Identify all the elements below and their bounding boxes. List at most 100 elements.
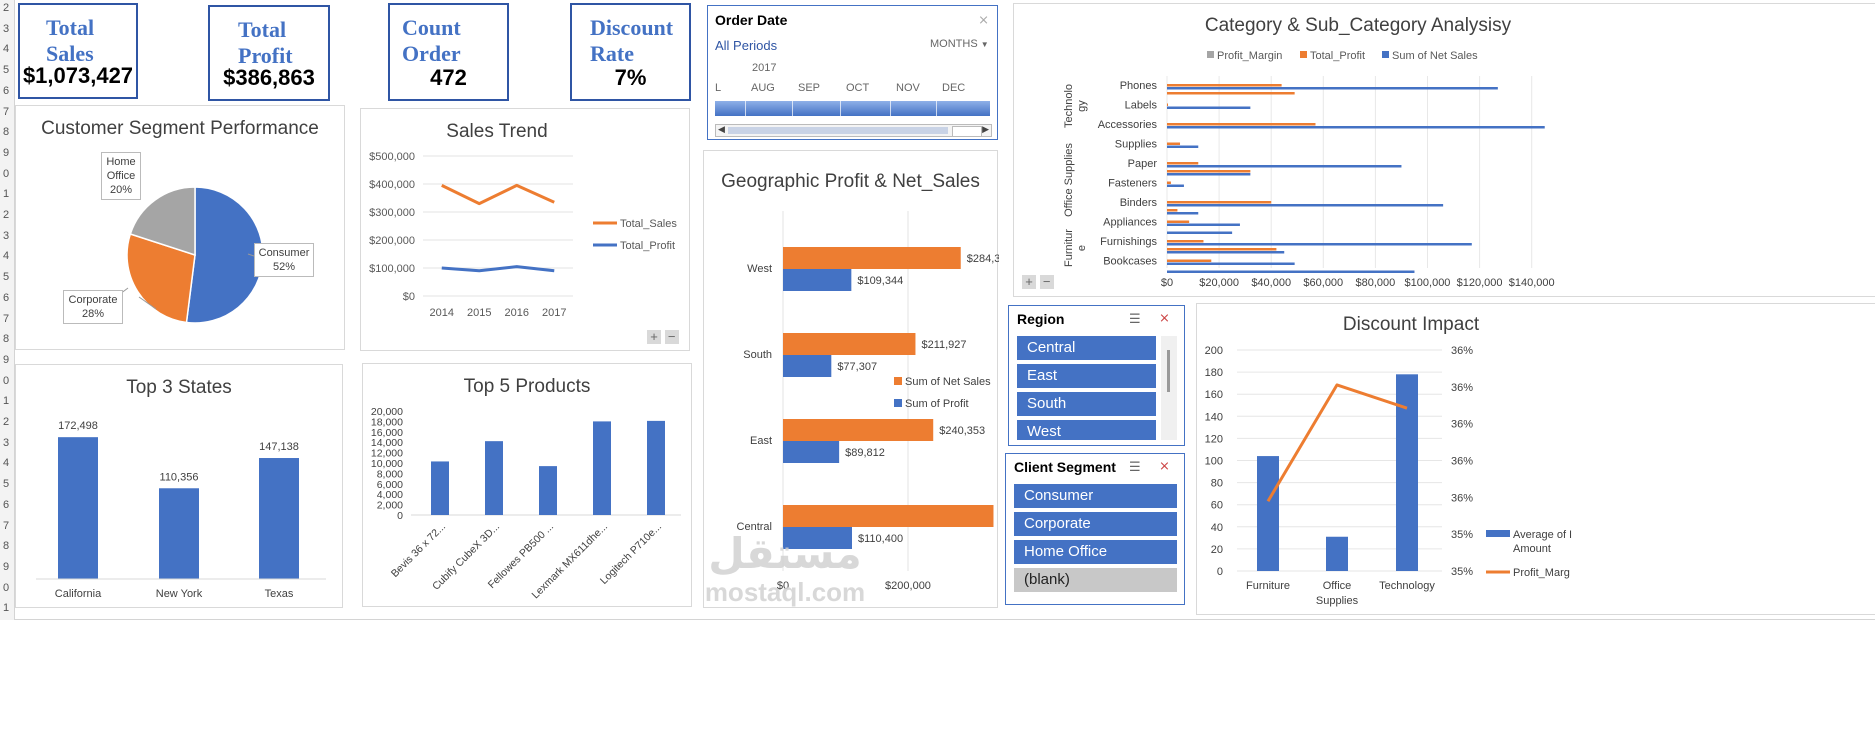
bar-total-profit[interactable] [1167,220,1190,224]
row-number[interactable]: 5 [2,478,10,491]
bar-net-sales[interactable] [1167,106,1251,110]
geo-bar-central[interactable] [783,527,852,549]
zoom-controls[interactable]: + − [1022,274,1054,289]
timeline-month[interactable]: SEP [798,82,821,94]
row-number[interactable]: 0 [2,581,10,594]
region-slicer[interactable]: Region ☰ ⨯ Central East South West [1008,305,1185,446]
slicer-scrollbar[interactable] [1161,336,1177,440]
bar-total-profit[interactable] [1167,240,1204,243]
scroll-right-icon[interactable]: ▶ [982,124,989,134]
timeline-month[interactable]: OCT [846,82,870,94]
row-number[interactable]: 6 [2,498,10,511]
scroll-thumb-end[interactable] [952,126,982,137]
row-number[interactable]: 2 [2,416,10,428]
bar-net-sales[interactable] [1167,212,1199,215]
row-number[interactable]: 1 [2,395,10,408]
product-bar[interactable] [647,420,665,515]
geo-bar-east[interactable] [783,441,840,463]
bar-net-sales[interactable] [1167,184,1184,188]
bar-california[interactable] [58,437,98,579]
row-number[interactable]: 9 [2,146,10,159]
row-number[interactable]: 7 [2,519,10,532]
bar-net-sales[interactable] [1167,87,1498,90]
multi-select-icon[interactable]: ☰ [1129,459,1141,474]
discount-bar[interactable] [1326,536,1348,571]
row-number[interactable]: 0 [2,167,10,180]
region-button-east[interactable]: East [1017,364,1156,388]
row-number[interactable]: 5 [2,64,10,77]
bar-total-profit[interactable] [1167,248,1277,251]
discount-bar[interactable] [1396,374,1418,571]
profit-margin-line[interactable] [1266,383,1408,502]
order-date-slicer[interactable]: Order Date ⨯ All Periods MONTHS ▼ 2017 L… [707,5,998,140]
row-number[interactable]: 7 [2,312,10,325]
series-line-total_sales[interactable] [441,183,555,206]
bar-total-profit[interactable] [1167,123,1316,126]
plus-icon[interactable]: + [1022,275,1036,289]
row-number[interactable]: 8 [2,333,10,346]
pie-slice-home-office[interactable] [129,186,196,257]
bar-net-sales[interactable] [1167,204,1444,207]
row-number[interactable]: 2 [2,209,10,221]
geo-bar-south[interactable] [783,333,916,355]
row-number[interactable]: 8 [2,540,10,553]
minus-icon[interactable]: − [664,330,679,344]
bar-net-sales[interactable] [1167,251,1285,254]
plus-icon[interactable]: + [647,330,661,344]
region-button-west[interactable]: West [1017,420,1156,440]
bar-net-sales[interactable] [1167,243,1472,246]
row-number[interactable]: 8 [2,126,10,139]
segment-button-home-office[interactable]: Home Office [1014,540,1177,564]
bar-total-profit[interactable] [1167,259,1212,263]
region-button-central[interactable]: Central [1017,336,1156,360]
geo-bar-central[interactable] [783,505,994,527]
row-number[interactable]: 2 [2,2,10,14]
bar-net-sales[interactable] [1167,231,1233,235]
product-bar[interactable] [593,421,611,515]
segment-button-corporate[interactable]: Corporate [1014,512,1177,536]
bar-texas[interactable] [259,458,299,579]
bar-total-profit[interactable] [1167,162,1199,165]
bar-new-york[interactable] [159,488,199,579]
row-number[interactable]: 1 [2,188,10,201]
bar-total-profit[interactable] [1167,201,1272,204]
row-number[interactable]: 3 [2,22,10,35]
clear-filter-icon[interactable]: ⨯ [978,12,989,27]
product-bar[interactable] [431,461,449,515]
row-number[interactable]: 4 [2,250,10,263]
bar-total-profit[interactable] [1167,92,1295,95]
geo-bar-east[interactable] [783,419,934,441]
row-number[interactable]: 6 [2,291,10,304]
bar-total-profit[interactable] [1167,209,1178,212]
row-number[interactable]: 9 [2,560,10,573]
bar-total-profit[interactable] [1167,142,1181,146]
timeline-month[interactable]: DEC [942,82,966,94]
geo-bar-west[interactable] [783,269,852,291]
scroll-thumb[interactable] [1167,350,1170,392]
bar-net-sales[interactable] [1167,126,1545,129]
bar-total-profit[interactable] [1167,103,1168,107]
timeline-bar[interactable] [715,101,990,116]
row-number[interactable]: 6 [2,84,10,97]
scroll-left-icon[interactable]: ◀ [718,124,725,134]
series-line-total_profit[interactable] [441,265,555,273]
multi-select-icon[interactable]: ☰ [1129,311,1141,326]
row-number[interactable]: 3 [2,436,10,449]
clear-filter-icon[interactable]: ⨯ [1159,310,1170,325]
bar-net-sales[interactable] [1167,223,1240,227]
row-number[interactable]: 3 [2,229,10,242]
zoom-controls[interactable]: + − [647,329,679,344]
segment-button-consumer[interactable]: Consumer [1014,484,1177,508]
row-number[interactable]: 4 [2,457,10,470]
bar-net-sales[interactable] [1167,262,1295,266]
bar-total-profit[interactable] [1167,181,1171,185]
geo-bar-west[interactable] [783,247,961,269]
product-bar[interactable] [539,466,557,515]
timeline-month[interactable]: AUG [751,82,775,94]
bar-net-sales[interactable] [1167,270,1415,274]
timeline-scrollbar[interactable]: ◀ ▶ [715,124,992,137]
timeline-month[interactable]: NOV [896,82,920,94]
row-number[interactable]: 9 [2,353,10,366]
pie-slice-corporate[interactable] [126,233,196,324]
row-number[interactable]: 7 [2,105,10,118]
